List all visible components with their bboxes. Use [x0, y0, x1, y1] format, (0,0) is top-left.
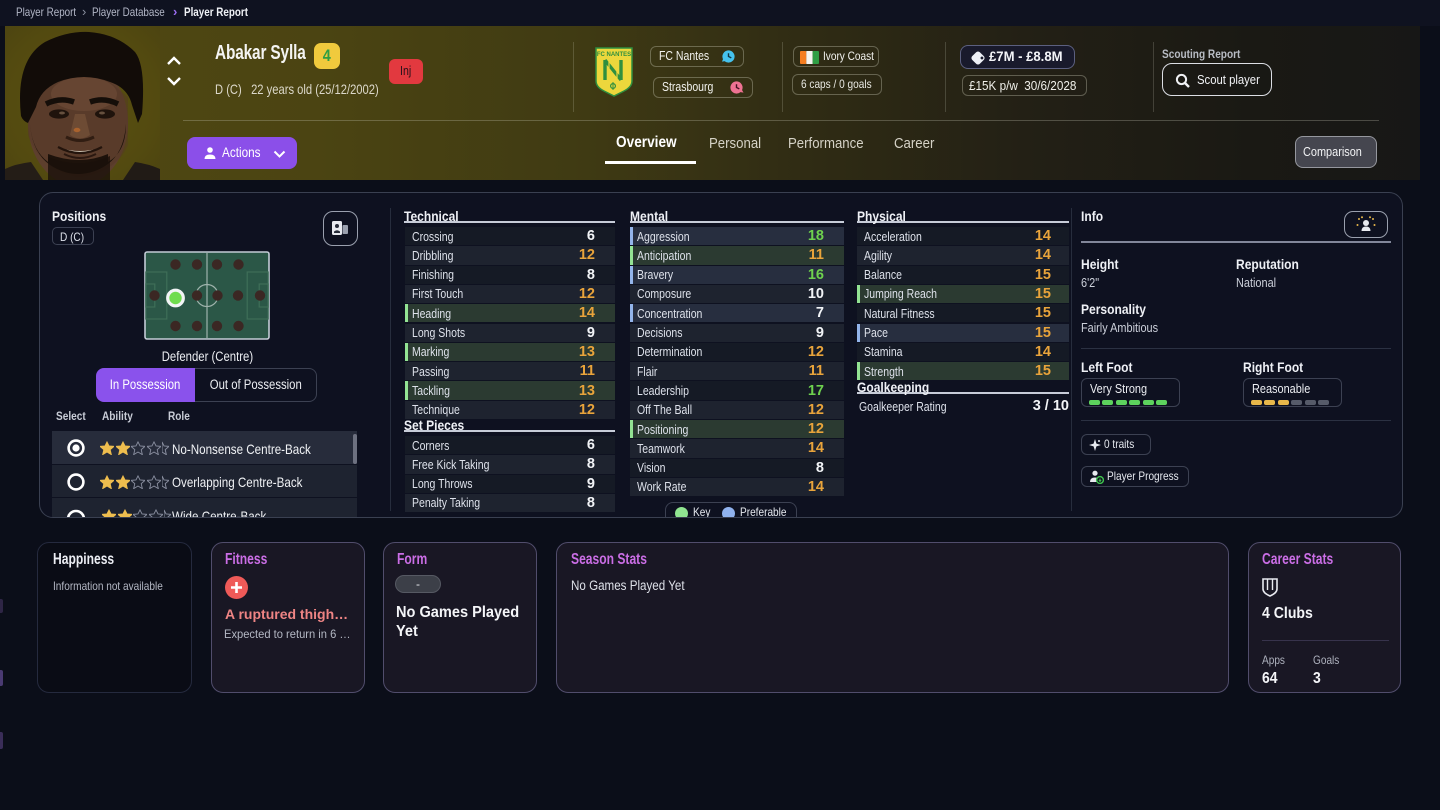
svg-text:FC NANTES: FC NANTES — [597, 52, 631, 58]
